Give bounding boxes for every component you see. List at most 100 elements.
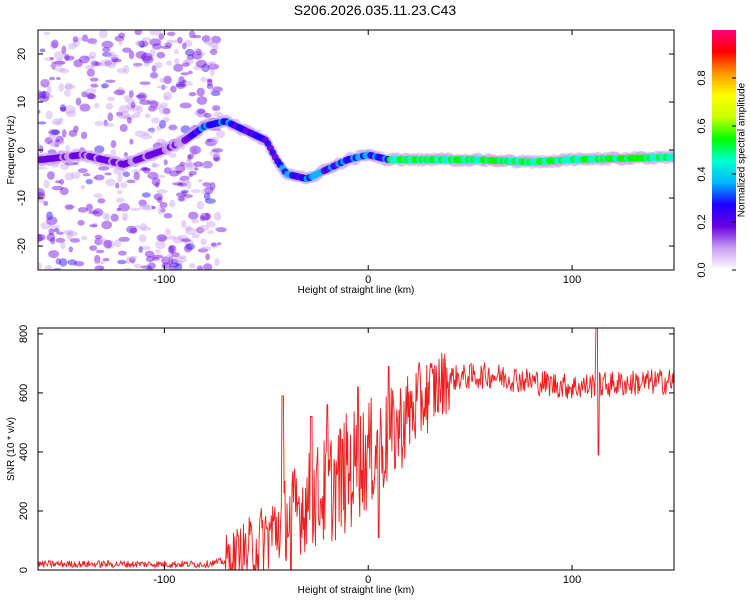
noise-blob — [129, 138, 134, 145]
noise-blob — [134, 30, 142, 36]
noise-blob — [77, 168, 88, 174]
noise-blob — [59, 258, 68, 267]
noise-blob — [136, 105, 143, 114]
noise-blob — [95, 249, 105, 254]
y-tick-label-top: 10 — [16, 96, 28, 108]
y-tick-label-top: -10 — [16, 190, 28, 206]
noise-blob — [113, 89, 126, 96]
noise-blob — [66, 204, 76, 209]
noise-blob — [73, 125, 79, 133]
noise-blob — [159, 78, 165, 83]
noise-blob — [165, 253, 173, 262]
noise-blob — [173, 63, 184, 72]
noise-blob — [51, 129, 61, 136]
noise-blob — [141, 37, 152, 41]
noise-blob — [43, 200, 49, 206]
noise-blob — [205, 220, 216, 228]
noise-blob — [181, 80, 194, 86]
noise-blob — [180, 238, 192, 243]
noise-blob — [128, 90, 134, 98]
noise-blob — [64, 55, 75, 61]
noise-blob — [211, 35, 222, 44]
noise-blob — [158, 33, 165, 41]
noise-blob — [105, 79, 116, 83]
noise-blob — [147, 172, 154, 177]
noise-blob — [189, 145, 202, 155]
noise-blob — [164, 42, 173, 48]
noise-blob — [41, 80, 48, 84]
noise-blob — [185, 162, 197, 171]
noise-blob — [104, 172, 112, 176]
noise-blob — [158, 235, 168, 242]
colorbar-tick-label: 0.4 — [696, 166, 708, 181]
noise-blob — [154, 61, 163, 69]
noise-blob — [106, 59, 117, 69]
noise-blob — [169, 262, 180, 268]
x-tick-label-top: -100 — [153, 274, 175, 286]
noise-blob — [81, 91, 88, 98]
noise-blob — [188, 173, 193, 178]
noise-blob — [193, 161, 203, 168]
x-axis-label-bottom: Height of straight line (km) — [298, 585, 415, 596]
noise-blob — [198, 51, 206, 57]
noise-blob — [177, 234, 189, 242]
noise-blob — [191, 218, 199, 224]
colorbar-tick-label: 0.2 — [696, 214, 708, 229]
noise-blob — [88, 224, 98, 228]
noise-blob — [64, 82, 73, 90]
noise-blob — [210, 89, 215, 93]
noise-blob — [145, 256, 155, 263]
x-tick-label-bottom: 0 — [365, 574, 371, 586]
noise-blob — [195, 48, 202, 56]
noise-blob — [196, 109, 209, 118]
noise-blob — [166, 31, 176, 36]
noise-blob — [68, 129, 78, 138]
noise-blob — [163, 212, 173, 219]
noise-blob — [168, 256, 174, 265]
noise-blob — [209, 150, 220, 157]
noise-blob — [47, 140, 59, 147]
noise-blob — [182, 176, 189, 186]
noise-blob — [111, 61, 117, 66]
noise-blob — [55, 237, 66, 243]
noise-blob — [188, 153, 194, 160]
noise-blob — [180, 190, 189, 194]
noise-blob — [114, 35, 125, 42]
colorbar-tick-label: 0.6 — [696, 118, 708, 133]
noise-blob — [101, 40, 114, 49]
noise-blob — [59, 106, 67, 112]
noise-blob — [122, 47, 132, 53]
noise-blob — [75, 97, 82, 106]
noise-blob — [66, 231, 73, 241]
noise-blob — [134, 130, 146, 138]
noise-blob — [93, 176, 98, 180]
noise-blob — [118, 105, 130, 114]
noise-blob — [129, 257, 136, 263]
noise-blob — [133, 62, 143, 67]
noise-blob — [213, 157, 220, 161]
noise-blob — [61, 129, 67, 138]
noise-blob — [161, 256, 171, 265]
noise-blob — [208, 62, 215, 71]
noise-blob — [63, 84, 76, 90]
noise-blob — [200, 212, 212, 221]
noise-blob — [196, 87, 205, 97]
noise-blob — [188, 30, 196, 39]
noise-blob — [85, 178, 93, 185]
noise-blob — [118, 36, 123, 46]
noise-blob — [38, 233, 46, 241]
noise-blob — [171, 39, 178, 43]
noise-blob — [115, 182, 120, 189]
noise-blob — [185, 227, 197, 235]
noise-blob — [171, 251, 180, 258]
noise-blob — [155, 240, 166, 250]
noise-blob — [186, 54, 194, 61]
noise-blob — [48, 228, 55, 236]
noise-blob — [206, 83, 214, 89]
noise-blob — [115, 197, 126, 203]
y-tick-label-bottom: 0 — [18, 567, 30, 573]
noise-blob — [89, 245, 98, 251]
noise-blob — [94, 237, 103, 246]
noise-blob — [142, 55, 154, 64]
